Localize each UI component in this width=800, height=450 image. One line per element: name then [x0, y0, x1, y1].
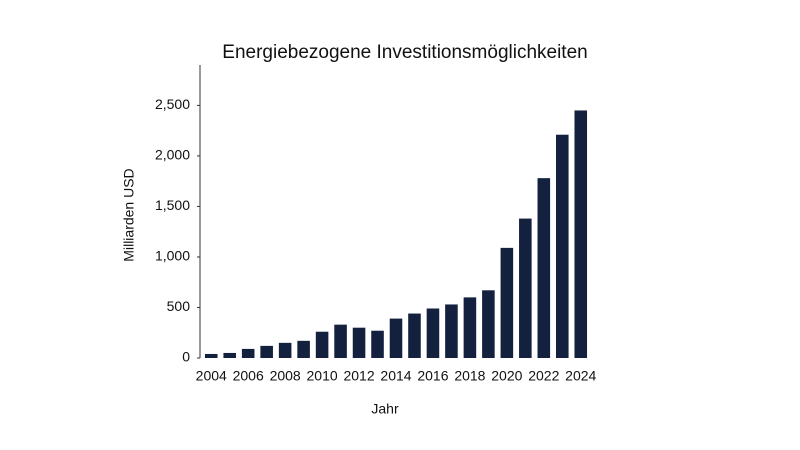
x-axis-label: Jahr	[371, 401, 399, 417]
bar	[556, 134, 569, 358]
y-tick-label: 1,000	[155, 248, 190, 264]
x-tick-label: 2024	[565, 368, 596, 384]
bar	[315, 331, 329, 358]
x-tick-label: 2022	[528, 368, 559, 384]
bar	[426, 308, 440, 358]
bar	[371, 330, 384, 358]
bar	[334, 324, 347, 358]
bar	[297, 340, 310, 358]
y-tick-label: 500	[167, 298, 191, 314]
y-tick-label: 1,500	[155, 197, 190, 213]
x-tick-label: 2006	[233, 368, 264, 384]
x-tick-label: 2010	[307, 368, 338, 384]
x-tick-label: 2020	[491, 368, 522, 384]
x-tick-label: 2008	[270, 368, 301, 384]
bar	[519, 218, 532, 358]
bar	[463, 297, 477, 358]
bar	[204, 353, 218, 358]
x-tick-label: 2014	[380, 368, 411, 384]
x-tick-label: 2018	[454, 368, 485, 384]
x-tick-label: 2012	[343, 368, 374, 384]
bar	[223, 352, 236, 358]
x-tick-label: 2016	[417, 368, 448, 384]
y-tick-label: 2,000	[155, 147, 190, 163]
y-tick-label: 2,500	[155, 96, 190, 112]
bar	[445, 304, 458, 358]
y-tick-label: 0	[182, 349, 190, 365]
x-tick-label: 2004	[196, 368, 227, 384]
bar	[500, 247, 514, 358]
bar	[260, 345, 273, 358]
bar	[408, 313, 421, 358]
bar	[574, 110, 588, 358]
bar	[278, 342, 292, 358]
bar	[389, 318, 403, 358]
bar	[241, 348, 255, 358]
bar	[537, 178, 551, 358]
bar	[482, 290, 495, 358]
bar	[352, 327, 366, 358]
chart-title: Energiebezogene Investitionsmöglichkeite…	[222, 42, 587, 63]
y-axis-label: Milliarden USD	[121, 168, 137, 261]
